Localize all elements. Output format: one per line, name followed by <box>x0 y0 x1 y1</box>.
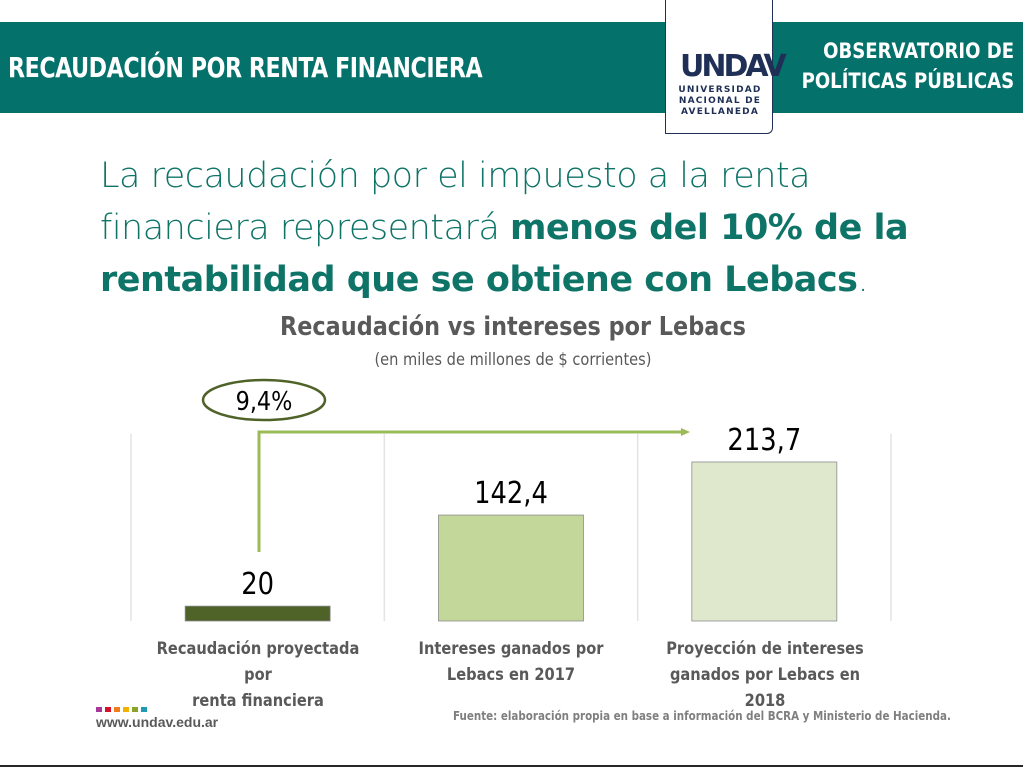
footer-dot <box>141 707 147 712</box>
logo-line-2: NACIONAL DE <box>678 96 762 106</box>
org-name: OBSERVATORIO DE POLÍTICAS PÚBLICAS <box>801 36 1014 96</box>
category-label-0: Recaudación proyectada por renta financi… <box>146 636 370 714</box>
headline-emphasis: menos del 10% de la rentabilidad que se … <box>100 208 909 300</box>
annotation-arrowhead <box>681 428 690 436</box>
bar-1 <box>438 514 584 622</box>
org-name-line1: OBSERVATORIO DE <box>823 39 1014 63</box>
undav-logo: UNDAV UNIVERSIDAD NACIONAL DE AVELLANEDA <box>665 0 787 134</box>
bottom-bar <box>0 765 1023 767</box>
footer-dot <box>132 707 138 712</box>
data-label-0: 20 <box>241 566 274 601</box>
category-label-2: Proyección de intereses ganados por Leba… <box>653 636 877 714</box>
source-note: Fuente: elaboración propia en base a inf… <box>453 709 951 723</box>
header-band <box>0 22 1023 113</box>
bar-2 <box>691 461 838 622</box>
logo-line-1: UNIVERSIDAD <box>678 85 762 95</box>
chart-subtitle: (en miles de millones de $ corrientes) <box>374 350 652 370</box>
footer-url[interactable]: www.undav.edu.ar <box>96 714 219 730</box>
annotation-ellipse <box>201 378 327 422</box>
page-title: RECAUDACIÓN POR RENTA FINANCIERA <box>8 51 483 84</box>
category-label-0-line2: renta financiera <box>192 691 324 711</box>
category-label-0-line1: Recaudación proyectada por <box>156 639 360 685</box>
headline-text: La recaudación por el impuesto a la rent… <box>100 156 811 248</box>
headline: La recaudación por el impuesto a la rent… <box>100 150 980 306</box>
category-label-1-line1: Intereses ganados por <box>418 639 604 659</box>
category-label-2-line1: Proyección de intereses <box>666 639 864 659</box>
annotation-arrow-line <box>257 430 682 552</box>
chart-title: Recaudación vs intereses por Lebacs <box>280 312 746 342</box>
org-name-line2: POLÍTICAS PÚBLICAS <box>801 69 1014 93</box>
footer-dot <box>96 707 102 712</box>
undav-logo-text: UNIVERSIDAD NACIONAL DE AVELLANEDA <box>670 85 770 118</box>
footer-dot <box>114 707 120 712</box>
annotation-percent: 9,4% <box>236 385 293 416</box>
category-label-2-line2: ganados por Lebacs en 2018 <box>669 665 861 711</box>
footer-dot <box>123 707 129 712</box>
bar-0 <box>184 605 331 622</box>
footer-dot <box>105 707 111 712</box>
data-label-1: 142,4 <box>474 475 548 510</box>
data-label-2: 213,7 <box>727 422 801 457</box>
headline-period: . <box>857 260 869 300</box>
logo-line-3: AVELLANEDA <box>680 107 760 117</box>
category-label-1-line2: Lebacs en 2017 <box>446 665 576 685</box>
footer-color-dots <box>96 707 147 712</box>
category-label-1: Intereses ganados por Lebacs en 2017 <box>399 636 623 688</box>
